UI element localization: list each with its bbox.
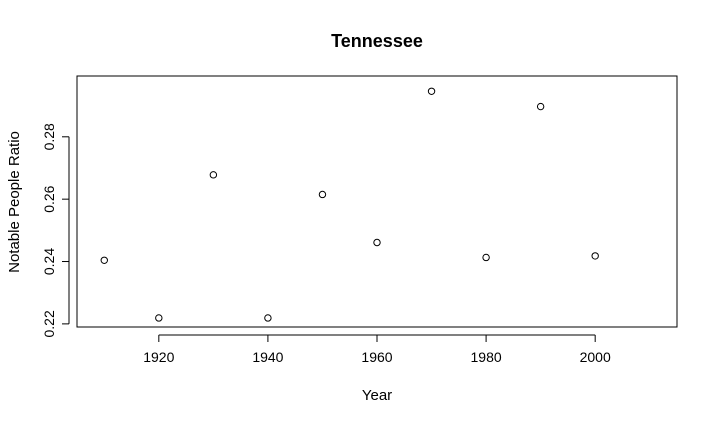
data-point (427, 87, 436, 95)
data-point (155, 314, 163, 322)
y-tick-label: 0.24 (41, 248, 57, 275)
data-point (536, 102, 545, 111)
x-tick-label: 1960 (361, 349, 392, 365)
plot-frame (76, 75, 678, 328)
x-tick-label: 2000 (580, 349, 611, 365)
data-point (100, 256, 108, 264)
data-point (591, 252, 599, 260)
x-tick-label: 1920 (143, 349, 174, 365)
data-point (209, 171, 218, 179)
data-point (482, 253, 490, 262)
y-axis: 0.22 0.24 0.26 0.28 (41, 123, 70, 338)
data-points (100, 87, 599, 322)
x-tick-label: 1940 (252, 349, 283, 365)
data-point (373, 238, 381, 247)
x-tick-label: 1980 (471, 349, 502, 365)
data-point (318, 190, 327, 199)
x-axis: 1920 1940 1960 1980 2000 (143, 334, 611, 365)
chart-title: Tennessee (331, 31, 423, 51)
y-tick-label: 0.26 (41, 185, 57, 212)
y-tick-label: 0.22 (41, 310, 57, 337)
y-axis-label: Notable People Ratio (6, 131, 23, 273)
data-point (264, 314, 272, 322)
y-tick-label: 0.28 (41, 123, 57, 150)
x-axis-label: Year (362, 387, 392, 404)
